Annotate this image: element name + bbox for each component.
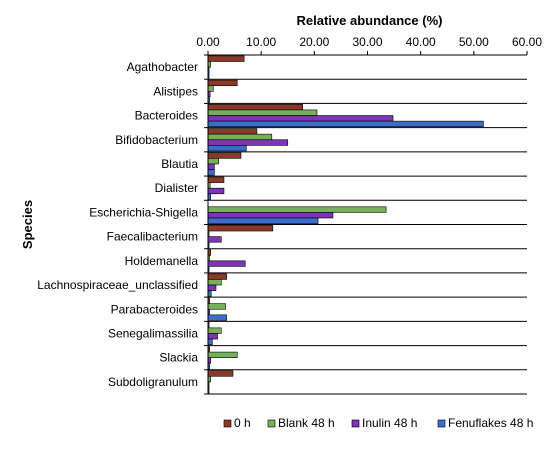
bar-faecalibacterium-series-0 <box>207 225 274 232</box>
bar-dialister-series-0 <box>207 176 225 183</box>
axes-group <box>204 51 528 395</box>
bar-blautia-series-2 <box>207 163 215 170</box>
bar-parabacteroides-series-1 <box>207 303 226 310</box>
bar-subdoligranulum-series-0 <box>207 370 234 377</box>
bar-bacteroides-series-1 <box>207 109 318 116</box>
bar-escherichia-shigella-series-3 <box>207 217 319 224</box>
x-tick-label: 10.00 <box>246 35 276 49</box>
category-label: Blautia <box>161 157 198 171</box>
bar-blautia-series-1 <box>207 158 219 165</box>
bar-parabacteroides-series-3 <box>207 314 227 321</box>
x-tick-labels: 0.00 10.00 20.00 30.00 40.00 50.00 60.00 <box>196 35 542 49</box>
category-label: Holdemanella <box>125 254 199 268</box>
category-label: Subdoligranulum <box>108 375 198 389</box>
bar-senegalimassilia-series-1 <box>207 327 222 334</box>
bar-bacteroides-series-3 <box>207 120 484 128</box>
category-labels: Agathobacter Alistipes Bacteroides Bifidoba… <box>37 60 198 389</box>
legend-swatch <box>267 419 276 428</box>
bar-bacteroides-series-0 <box>207 104 303 111</box>
bar-faecalibacterium-series-2 <box>207 236 222 243</box>
bar-agathobacter-series-0 <box>207 55 245 62</box>
legend-swatch <box>223 419 232 428</box>
bar-blautia-series-3 <box>207 169 215 176</box>
category-label: Bifidobacterium <box>115 133 198 147</box>
bar-senegalimassilia-series-2 <box>207 333 218 340</box>
legend-label: 0 h <box>234 416 251 430</box>
x-tick-label: 40.00 <box>406 35 436 49</box>
legend: 0 h Blank 48 h Inulin 48 h Fenuflakes 48 h <box>223 416 533 430</box>
bar-lachnospiraceae-unclassified-series-0 <box>207 273 227 280</box>
category-label: Parabacteroides <box>111 302 198 316</box>
x-tick-label: 30.00 <box>352 35 382 49</box>
category-label: Slackia <box>159 351 198 365</box>
bar-bifidobacterium-series-1 <box>207 133 273 141</box>
category-label: Dialister <box>155 181 198 195</box>
legend-label: Inulin 48 h <box>362 416 417 430</box>
x-tick-label: 50.00 <box>459 35 489 49</box>
legend-swatch <box>351 419 360 428</box>
bar-bifidobacterium-series-2 <box>207 139 289 146</box>
bar-bifidobacterium-series-0 <box>207 128 258 135</box>
bar-bacteroides-series-2 <box>207 115 394 122</box>
legend-label: Fenuflakes 48 h <box>448 416 533 430</box>
category-label: Lachnospiraceae_unclassified <box>37 278 198 292</box>
y-axis-title: Species <box>20 200 35 249</box>
category-label: Senegalimassilia <box>108 326 198 340</box>
category-label: Bacteroides <box>135 109 198 123</box>
bar-lachnospiraceae-unclassified-series-1 <box>207 279 222 286</box>
bar-slackia-series-1 <box>207 351 238 358</box>
category-label: Escherichia-Shigella <box>89 205 198 219</box>
x-tick-label: 0.00 <box>196 35 220 49</box>
bar-escherichia-shigella-series-1 <box>207 206 387 213</box>
x-tick-label: 20.00 <box>299 35 329 49</box>
bar-blautia-series-0 <box>207 152 242 159</box>
bar-escherichia-shigella-series-2 <box>207 212 334 219</box>
category-label: Faecalibacterium <box>107 230 198 244</box>
bar-holdemanella-series-2 <box>207 260 246 267</box>
bar-alistipes-series-0 <box>207 79 238 87</box>
category-label: Agathobacter <box>127 60 198 74</box>
x-axis-title: Relative abundance (%) <box>297 13 443 28</box>
bar-bifidobacterium-series-3 <box>207 145 247 152</box>
legend-label: Blank 48 h <box>278 416 335 430</box>
legend-swatch <box>437 419 446 428</box>
bar-alistipes-series-1 <box>207 85 214 92</box>
bar-dialister-series-2 <box>207 187 225 195</box>
gridlines <box>208 54 527 395</box>
bar-lachnospiraceae-unclassified-series-2 <box>207 284 217 291</box>
x-tick-label: 60.00 <box>512 35 542 49</box>
category-label: Alistipes <box>153 84 198 98</box>
bar-senegalimassilia-series-3 <box>207 338 213 345</box>
